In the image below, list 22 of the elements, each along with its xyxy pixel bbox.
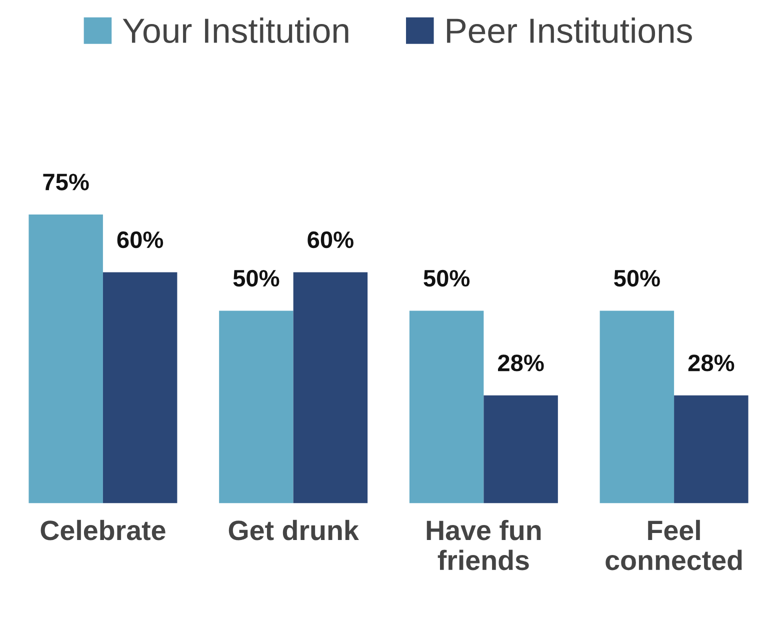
x-tick-label: Celebrate: [40, 520, 166, 540]
data-label: 28%: [498, 354, 544, 372]
data-label: 50%: [424, 270, 470, 287]
data-label: 60%: [117, 231, 164, 248]
legend-label: Peer Institutions: [447, 18, 692, 44]
data-label: 28%: [688, 354, 734, 372]
bar: [409, 310, 484, 504]
x-tick-label: Feel connected: [606, 520, 742, 570]
x-tick-label: Get drunk: [228, 520, 359, 540]
data-label: 50%: [614, 270, 660, 287]
x-tick-label: Have fun friends: [426, 520, 541, 570]
bar: [674, 395, 748, 504]
bar: [293, 272, 368, 504]
bar: [28, 214, 103, 504]
bar: [219, 310, 294, 504]
data-label: 75%: [43, 174, 89, 190]
bar: [102, 272, 178, 504]
bar: [600, 310, 674, 504]
legend-label: Your Institution: [122, 18, 348, 44]
data-label: 60%: [308, 231, 354, 248]
data-label: 50%: [233, 270, 280, 287]
bar: [484, 395, 558, 504]
